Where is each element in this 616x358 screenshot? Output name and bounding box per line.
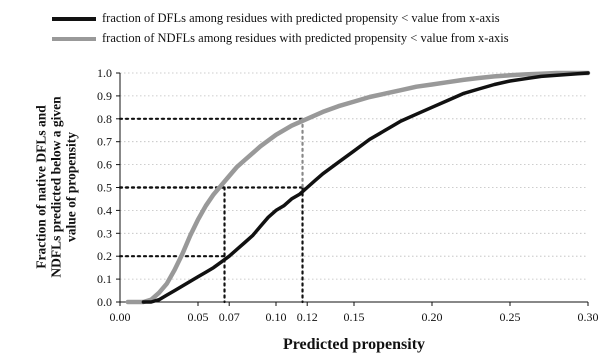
x-tick-label-0: 0.00	[110, 310, 131, 324]
x-tick-label-4: 0.12	[297, 310, 318, 324]
legend-swatch-dfls	[52, 16, 96, 21]
legend-swatch-ndfls	[52, 36, 96, 41]
y-tick-label-6: 0.6	[97, 158, 112, 172]
legend-item-ndfls: fraction of NDFLs among residues with pr…	[52, 31, 612, 46]
y-axis-label-line-3: value of propensity	[63, 132, 79, 243]
x-tick-label-1: 0.05	[188, 310, 209, 324]
y-tick-label-0: 0.0	[97, 295, 112, 309]
x-axis-label: Predicted propensity	[282, 336, 426, 353]
y-tick-label-3: 0.3	[97, 226, 112, 240]
legend-label-dfls: fraction of DFLs among residues with pre…	[102, 11, 500, 25]
y-tick-label-1: 0.1	[97, 272, 112, 286]
x-tick-label-5: 0.15	[344, 310, 365, 324]
y-tick-label-10: 1.0	[97, 66, 112, 80]
x-tick-label-7: 0.25	[500, 310, 521, 324]
y-tick-label-7: 0.7	[97, 135, 112, 149]
y-tick-label-9: 0.9	[97, 89, 112, 103]
x-tick-label-2: 0.07	[219, 310, 240, 324]
y-tick-label-2: 0.2	[97, 249, 112, 263]
series-line-dfls	[141, 71, 590, 304]
y-tick-label-8: 0.8	[97, 112, 112, 126]
x-tick-label-8: 0.30	[578, 310, 599, 324]
series-line-ndfls	[125, 70, 591, 305]
x-tick-label-3: 0.10	[266, 310, 287, 324]
legend-item-dfls: fraction of DFLs among residues with pre…	[52, 11, 612, 26]
legend-label-ndfls: fraction of NDFLs among residues with pr…	[102, 31, 509, 45]
y-tick-label-5: 0.5	[97, 181, 112, 195]
y-tick-label-4: 0.4	[97, 203, 112, 217]
x-tick-label-6: 0.20	[422, 310, 443, 324]
y-axis-label-line-2: NDFLs predicted below a given	[48, 96, 64, 278]
y-axis-label-line-1: Fraction of native DFLs and	[33, 105, 49, 269]
